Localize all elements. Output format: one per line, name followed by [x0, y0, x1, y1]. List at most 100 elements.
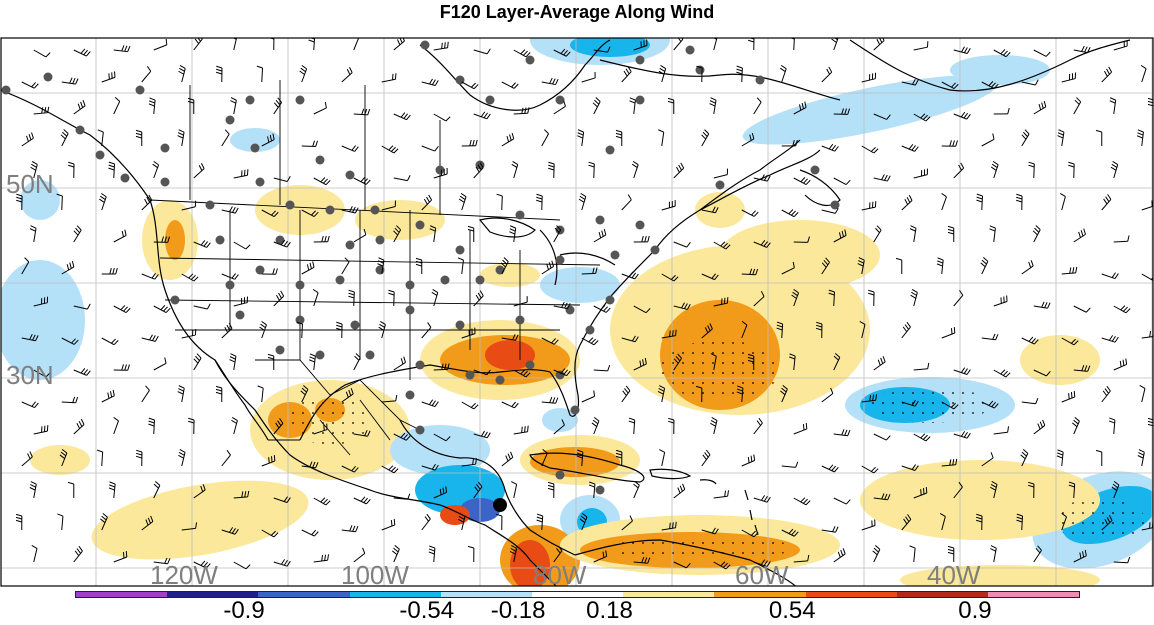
station-marker: [596, 486, 605, 495]
station-marker: [611, 251, 620, 260]
station-marker: [596, 216, 605, 225]
station-marker: [351, 321, 360, 330]
colorbar-tick-label: 0.9: [958, 597, 991, 625]
wind-barb-feather: [268, 34, 274, 36]
wind-barb-feather: [921, 489, 922, 495]
station-marker: [216, 236, 225, 245]
colorbar-segment: [76, 592, 167, 597]
wind-barb: [62, 196, 63, 210]
station-marker: [286, 201, 295, 210]
station-marker: [251, 144, 260, 153]
significance-stipple: [1055, 498, 1145, 542]
wind-barb-feather: [673, 522, 674, 528]
station-marker: [336, 276, 345, 285]
station-marker: [476, 276, 485, 285]
station-marker: [651, 246, 660, 255]
wind-barb: [354, 292, 355, 306]
wind-barb-feather: [670, 331, 671, 337]
shading-region: [355, 200, 445, 240]
station-marker: [326, 206, 335, 215]
station-marker: [246, 96, 255, 105]
shading-region: [720, 220, 880, 290]
station-marker: [716, 181, 725, 190]
wind-barb: [742, 68, 743, 82]
station-marker: [346, 171, 355, 180]
wind-barb-feather: [445, 42, 446, 48]
wind-barb-feather: [673, 330, 674, 336]
station-marker: [206, 201, 215, 210]
station-marker: [316, 156, 325, 165]
lon-label-80w: 80W: [533, 562, 586, 588]
station-marker: [416, 361, 425, 370]
station-marker: [496, 266, 505, 275]
station-marker: [276, 346, 285, 355]
station-marker: [556, 256, 565, 265]
wind-barb-feather: [803, 424, 804, 430]
wind-barb-feather: [394, 519, 395, 525]
wind-barb-feather: [806, 423, 807, 429]
wind-barb-feather: [123, 552, 124, 558]
station-marker: [44, 73, 53, 82]
wind-barb-feather: [926, 487, 927, 493]
lon-label-60w: 60W: [735, 562, 788, 588]
station-marker: [416, 426, 425, 435]
station-marker: [236, 311, 245, 320]
shading-region: [30, 445, 90, 475]
wind-barb-feather: [923, 488, 924, 494]
wind-barb-feather: [1069, 393, 1070, 399]
station-marker: [606, 146, 615, 155]
colorbar-tick-label: -0.9: [223, 597, 264, 625]
wind-barb-feather: [354, 33, 359, 37]
colorbar-segment: [988, 592, 1079, 597]
wind-barb-feather: [448, 42, 449, 48]
colorbar-segment: [258, 592, 349, 597]
lat-label-30n: 30N: [6, 362, 54, 388]
wind-barb-feather: [126, 551, 127, 557]
wind-barb: [502, 196, 503, 210]
colorbar-tick-label: 0.54: [769, 597, 816, 625]
shading-region: [440, 505, 470, 525]
wind-barb-feather: [272, 456, 273, 462]
wind-barb: [582, 273, 596, 274]
wind-barb: [594, 164, 595, 178]
wind-barb-feather: [748, 34, 754, 36]
wind-barb-feather: [269, 457, 270, 463]
station-marker: [136, 86, 145, 95]
station-marker: [421, 41, 430, 50]
station-marker: [456, 321, 465, 330]
station-marker: [406, 306, 415, 315]
lon-label-40w: 40W: [927, 562, 980, 588]
station-marker: [556, 96, 565, 105]
wind-barb-feather: [789, 34, 795, 36]
lon-label-120w: 120W: [150, 562, 218, 588]
station-marker: [486, 96, 495, 105]
station-marker: [516, 211, 525, 220]
station-marker: [436, 166, 445, 175]
station-marker: [493, 498, 507, 512]
station-marker: [606, 296, 615, 305]
station-marker: [171, 296, 180, 305]
wind-barb-feather: [1071, 392, 1072, 398]
wind-barb-feather: [522, 427, 523, 433]
station-marker: [556, 471, 565, 480]
wind-barb-feather: [391, 520, 392, 526]
wind-barb-feather: [442, 43, 443, 49]
wind-barb: [1114, 241, 1128, 242]
wind-barb-feather: [232, 33, 237, 36]
wind-anomaly-map: [0, 0, 1154, 590]
station-marker: [76, 126, 85, 135]
station-marker: [96, 151, 105, 160]
wind-barb-feather: [1074, 391, 1075, 397]
station-marker: [441, 276, 450, 285]
wind-barb-feather: [954, 327, 955, 333]
wind-barb-feather: [309, 34, 315, 36]
station-marker: [121, 174, 130, 183]
wind-barb-feather: [528, 426, 529, 432]
station-marker: [686, 46, 695, 55]
station-marker: [316, 351, 325, 360]
colorbar-tick-label: -0.54: [399, 597, 454, 625]
station-marker: [636, 96, 645, 105]
station-marker: [756, 76, 765, 85]
station-marker: [161, 178, 170, 187]
station-marker: [416, 221, 425, 230]
